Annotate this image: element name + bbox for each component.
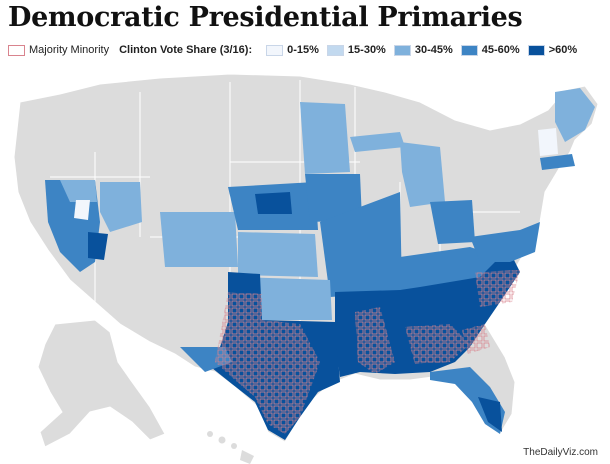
- credit-text: TheDailyViz.com: [523, 447, 598, 458]
- legend-label-over-60: >60%: [548, 44, 578, 56]
- maine-region: [555, 88, 595, 142]
- florida-dark: [478, 397, 502, 432]
- nebraska-dark-patch: [255, 192, 292, 214]
- colorado-region: [160, 212, 238, 267]
- us-county-map: [13, 73, 599, 464]
- michigan-region: [400, 142, 445, 207]
- alaska-shape: [37, 319, 166, 448]
- legend-swatch-45-60: [460, 44, 478, 56]
- legend-label-0-15: 0-15%: [287, 44, 319, 56]
- legend: Majority Minority Clinton Vote Share (3/…: [8, 42, 577, 58]
- majority-minority-label: Majority Minority: [29, 44, 110, 56]
- southern-nevada-dark: [88, 232, 108, 260]
- legend-swatch-over-60: [527, 44, 545, 56]
- legend-label-30-45: 30-45%: [414, 44, 453, 56]
- hawaii-shape: [207, 431, 254, 464]
- majority-minority-overlay: [215, 270, 520, 434]
- legend-swatch-15-30: [326, 44, 344, 56]
- ohio-region: [430, 200, 475, 244]
- legend-scale-title: Clinton Vote Share (3/16):: [119, 44, 253, 56]
- map-title: Democratic Presidential Primaries: [8, 2, 523, 33]
- majority-minority-swatch: [8, 44, 25, 56]
- utah-region: [100, 182, 142, 232]
- missouri-illinois-region: [320, 192, 402, 297]
- legend-swatch-30-45: [393, 44, 411, 56]
- nevada-light-region: [60, 180, 97, 202]
- utah-light-area: [74, 200, 90, 220]
- upper-michigan-region: [350, 132, 405, 152]
- virginia-nc-region: [470, 222, 540, 262]
- minnesota-region: [300, 102, 350, 174]
- legend-label-45-60: 45-60%: [481, 44, 520, 56]
- kentucky-tennessee-region: [400, 247, 500, 290]
- massachusetts-region: [540, 154, 575, 170]
- vermont-nh-region: [538, 128, 558, 156]
- kansas-region: [238, 232, 318, 277]
- iowa-region: [305, 174, 362, 222]
- legend-label-15-30: 15-30%: [347, 44, 386, 56]
- legend-swatch-0-15: [266, 44, 284, 56]
